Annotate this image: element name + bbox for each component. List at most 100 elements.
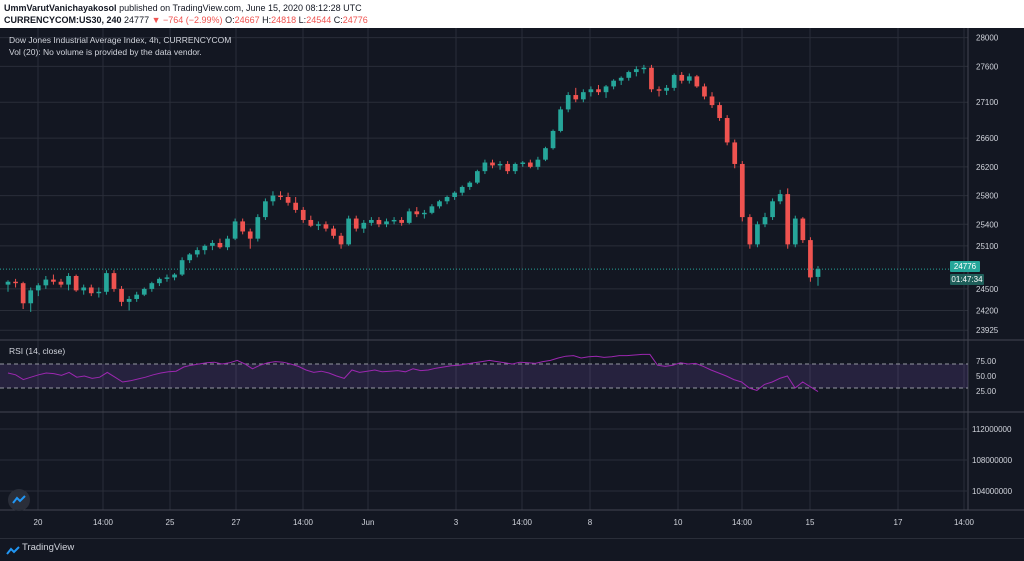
candle-body: [20, 283, 26, 304]
candle-body: [497, 163, 503, 166]
candle-body: [210, 242, 215, 246]
candle-body: [543, 148, 548, 160]
candle-body: [437, 201, 442, 207]
price-change: ▼ −764 (−2.99%): [151, 15, 223, 25]
candle-body: [656, 89, 662, 91]
candle-body: [724, 118, 730, 143]
candle-body: [194, 250, 200, 255]
price-tick-label: 28000: [976, 34, 999, 43]
candle-body: [603, 86, 609, 93]
price-tick-label: 24200: [976, 306, 999, 315]
candle-body: [490, 162, 495, 166]
candle-body: [535, 159, 541, 167]
chart-canvas[interactable]: 2800027600271002660026200258002540025100…: [0, 28, 1024, 538]
candle-body: [111, 273, 117, 289]
close-value: 24776: [342, 15, 368, 25]
publish-header: UmmVarutVanichayakosol published on Trad…: [0, 0, 1024, 28]
candle-body: [35, 285, 41, 291]
candle-body: [179, 260, 185, 275]
time-tick-label: 14:00: [954, 518, 975, 527]
candle-body: [293, 202, 299, 210]
candle-body: [694, 76, 700, 87]
tradingview-logo-icon[interactable]: [8, 489, 30, 511]
rsi-tick-label: 50.00: [976, 372, 997, 381]
candle-body: [323, 224, 329, 229]
candle-body: [88, 287, 94, 294]
author-name[interactable]: UmmVarutVanichayakosol: [4, 3, 117, 13]
candle-body: [512, 163, 518, 172]
candle-body: [232, 221, 238, 239]
candle-body: [459, 186, 465, 193]
chart-title: Dow Jones Industrial Average Index, 4h, …: [9, 35, 232, 45]
candle-body: [384, 221, 389, 225]
footer-brand[interactable]: TradingView: [22, 542, 75, 553]
time-tick-label: Jun: [362, 518, 375, 527]
price-tick-label: 27600: [976, 62, 999, 71]
close-label: C:: [333, 15, 343, 25]
symbol-line: CURRENCYCOM:US30, 240 24777 ▼ −764 (−2.9…: [4, 15, 368, 25]
symbol-name: CURRENCYCOM:US30, 240: [4, 15, 122, 25]
price-tick-label: 24500: [976, 285, 999, 294]
candle-body: [346, 218, 352, 245]
candle-body: [558, 109, 563, 131]
rsi-label: RSI (14, close): [9, 346, 66, 356]
candle-body: [43, 279, 49, 286]
candle-body: [202, 245, 208, 251]
candle-body: [671, 74, 677, 88]
candle-body: [762, 217, 768, 225]
candle-body: [119, 288, 124, 302]
candle-body: [709, 96, 715, 106]
open-label: O:: [225, 15, 235, 25]
time-tick-label: 8: [588, 518, 593, 527]
candle-body: [649, 67, 654, 90]
price-tick-label: 27100: [976, 98, 999, 107]
candle-body: [550, 130, 556, 149]
time-tick-label: 14:00: [93, 518, 114, 527]
candle-body: [815, 269, 821, 277]
candle-body: [641, 67, 647, 70]
candle-body: [51, 279, 56, 282]
candle-body: [664, 87, 669, 91]
candle-body: [247, 231, 253, 239]
candle-body: [369, 219, 374, 223]
candle-body: [800, 218, 806, 241]
last-price-tag: 24776: [950, 261, 980, 272]
low-label: L:: [298, 15, 307, 25]
candle-body: [141, 288, 147, 295]
candle-body: [808, 240, 813, 278]
candle-body: [633, 69, 639, 73]
candle-body: [134, 294, 140, 299]
tradingview-logo-icon[interactable]: [6, 543, 20, 561]
rsi-band: [0, 364, 968, 388]
candle-body: [414, 211, 420, 215]
low-value: 24544: [306, 15, 332, 25]
last-price: 24777: [124, 15, 150, 25]
candle-body: [270, 195, 276, 202]
candle-body: [376, 219, 382, 225]
candle-body: [580, 92, 586, 100]
time-tick-label: 14:00: [293, 518, 314, 527]
candle-body: [520, 162, 526, 164]
candle-body: [732, 142, 738, 164]
candle-body: [5, 281, 11, 285]
candle-body: [58, 281, 64, 285]
candle-body: [263, 201, 268, 218]
time-tick-label: 27: [232, 518, 241, 527]
candle-body: [13, 281, 18, 284]
time-tick-label: 14:00: [732, 518, 753, 527]
rsi-tick-label: 75.00: [976, 357, 997, 366]
rsi-tick-label: 25.00: [976, 387, 997, 396]
high-value: 24818: [271, 15, 297, 25]
candle-body: [618, 77, 624, 81]
candle-body: [505, 163, 510, 172]
time-tick-label: 20: [34, 518, 43, 527]
candle-body: [353, 218, 359, 229]
candle-body: [73, 275, 79, 291]
chart-area[interactable]: 28000 27600 27100 26600 26200 25800 25400 25100…: [0, 28, 1024, 538]
candle-body: [573, 95, 579, 100]
candle-body: [96, 291, 102, 294]
candle-body: [565, 95, 571, 110]
candle-body: [406, 211, 412, 223]
candle-body: [308, 219, 314, 226]
candle-body: [467, 182, 473, 187]
